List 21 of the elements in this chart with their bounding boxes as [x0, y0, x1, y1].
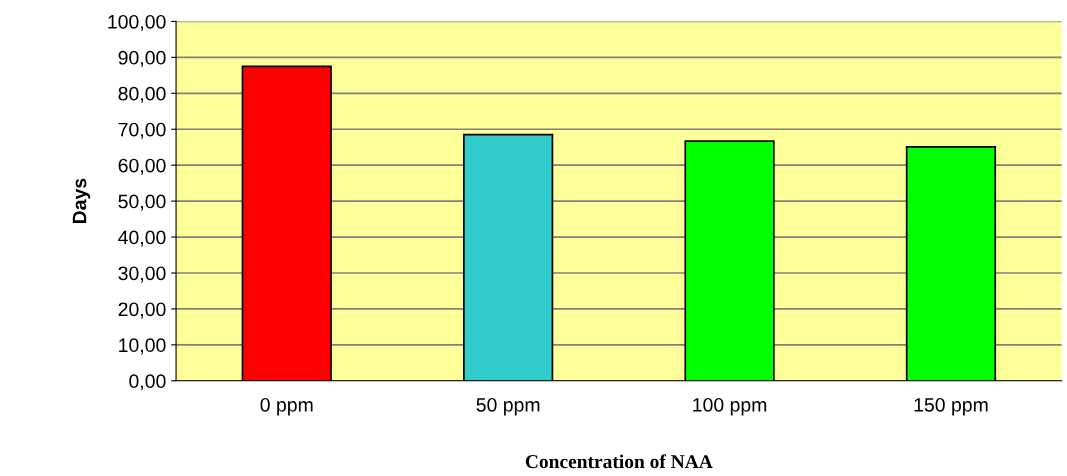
- x-tick-label: 150 ppm: [914, 397, 988, 416]
- bar: [905, 146, 997, 381]
- y-tick-label: 80,00: [118, 86, 166, 103]
- bar: [241, 65, 332, 381]
- y-tick-label: 70,00: [118, 122, 166, 139]
- y-tick-label: 100,00: [108, 14, 166, 31]
- y-tick-label: 0,00: [129, 374, 166, 391]
- y-tick-label: 20,00: [118, 302, 166, 319]
- y-tick-label: 10,00: [119, 338, 166, 355]
- y-tick-label: 90,00: [118, 50, 166, 67]
- y-tick-label: 50,00: [118, 194, 166, 211]
- y-tick-label: 60,00: [118, 158, 166, 175]
- x-tick-label: 50 ppm: [476, 397, 540, 416]
- y-axis-title: Days: [72, 178, 91, 224]
- bar: [684, 140, 775, 381]
- x-tick-label: 100 ppm: [693, 397, 767, 416]
- x-axis-title: Concentration of NAA: [525, 454, 713, 469]
- y-tick-label: 30,00: [118, 266, 166, 283]
- y-tick-label: 40,00: [118, 230, 166, 247]
- bar: [463, 133, 554, 381]
- x-tick-label: 0 ppm: [260, 397, 313, 416]
